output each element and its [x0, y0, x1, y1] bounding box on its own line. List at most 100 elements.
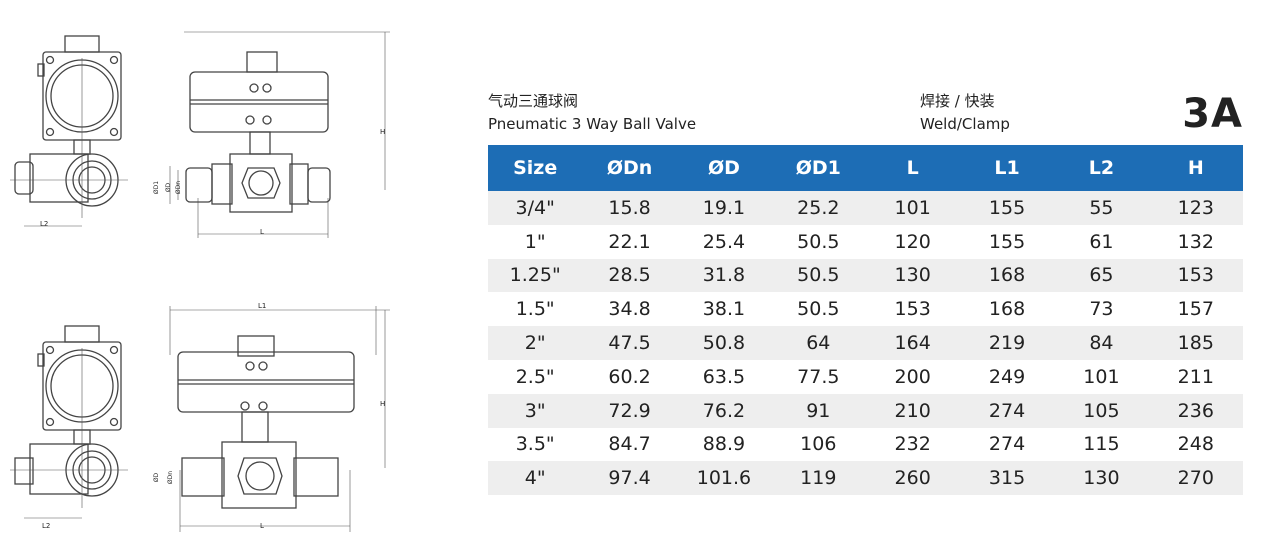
table-cell: 73 — [1054, 292, 1149, 327]
column-header: ØD1 — [771, 145, 866, 191]
table-cell: 50.5 — [771, 258, 866, 293]
table-cell: 77.5 — [771, 359, 866, 394]
table-cell: 64 — [771, 326, 866, 360]
table-header: Size ØDn ØD ØD1 L L1 L2 H — [488, 145, 1243, 191]
connection-type-chinese: 焊接 / 快装 — [920, 92, 995, 110]
table-cell: 25.4 — [676, 224, 772, 259]
table-cell: 50.5 — [771, 292, 866, 327]
table-cell: 1" — [488, 224, 583, 259]
table-cell: 270 — [1148, 461, 1243, 496]
table-cell: 185 — [1148, 326, 1243, 360]
product-title-english: Pneumatic 3 Way Ball Valve — [488, 115, 697, 133]
table-cell: 60.2 — [582, 359, 677, 394]
table-cell: 248 — [1148, 427, 1243, 462]
table-cell: 249 — [959, 359, 1055, 394]
product-title-chinese: 气动三通球阀 — [488, 92, 579, 110]
top-d1-label: ØD1 — [153, 180, 161, 195]
table-cell: 15.8 — [582, 191, 677, 225]
table-cell: 3.5" — [488, 427, 583, 462]
bottom-front-view-drawing — [169, 306, 390, 532]
table-row: 3/4" 15.8 19.1 25.2 101 155 55 123 — [488, 191, 1243, 225]
table-cell: 2.5" — [488, 359, 583, 394]
table-cell: 123 — [1148, 191, 1243, 225]
technical-drawings: L2 H L ØD1 ØD — [0, 0, 470, 552]
table-row: 1" 22.1 25.4 50.5 120 155 61 132 — [488, 224, 1243, 259]
table-cell: 120 — [865, 224, 960, 259]
table-cell: 260 — [865, 461, 960, 496]
model-code: 3A — [1182, 91, 1243, 137]
column-header: H — [1148, 145, 1243, 191]
table-cell: 25.2 — [771, 191, 866, 225]
table-cell: 210 — [865, 393, 960, 428]
table-cell: 101 — [1054, 359, 1149, 394]
table-cell: 168 — [959, 292, 1055, 327]
top-h-label: H — [380, 128, 386, 136]
bottom-dn-label: ØDn — [167, 470, 175, 485]
top-front-view-drawing — [169, 31, 390, 238]
table-cell: 84.7 — [582, 427, 677, 462]
table-cell: 1.5" — [488, 292, 583, 327]
table-cell: 157 — [1148, 292, 1243, 327]
table-cell: 76.2 — [676, 393, 772, 428]
table-cell: 200 — [865, 359, 960, 394]
table-row: 1.5" 34.8 38.1 50.5 153 168 73 157 — [488, 292, 1243, 327]
table-cell: 4" — [488, 461, 583, 496]
table-cell: 55 — [1054, 191, 1149, 225]
table-body: 3/4" 15.8 19.1 25.2 101 155 55 123 1" 22.1 25.4 50.… — [488, 191, 1243, 496]
table-cell: 65 — [1054, 258, 1149, 293]
bottom-l1-label: L1 — [258, 302, 267, 310]
table-cell: 34.8 — [582, 292, 677, 327]
table-cell: 101.6 — [676, 461, 772, 496]
table-cell: 3" — [488, 393, 583, 428]
bottom-side-view-drawing — [10, 325, 128, 519]
table-cell: 232 — [865, 427, 960, 462]
table-row: 1.25" 28.5 31.8 50.5 130 168 65 153 — [488, 258, 1243, 293]
table-cell: 1.25" — [488, 258, 583, 293]
table-cell: 168 — [959, 258, 1055, 293]
table-cell: 130 — [1054, 461, 1149, 496]
top-side-view-drawing — [10, 35, 128, 227]
table-cell: 132 — [1148, 224, 1243, 259]
table-header-row: Size ØDn ØD ØD1 L L1 L2 H — [488, 145, 1243, 191]
bottom-d-label: ØD — [153, 472, 161, 483]
bottom-l2-label: L2 — [42, 522, 51, 530]
dimension-table: Size ØDn ØD ØD1 L L1 L2 H 3/4" 15.8 19.1 25.2 101 15… — [488, 145, 1243, 496]
table-cell: 72.9 — [582, 393, 677, 428]
column-header: L2 — [1054, 145, 1149, 191]
bottom-h-label: H — [380, 400, 386, 408]
table-cell: 61 — [1054, 224, 1149, 259]
table-cell: 211 — [1148, 359, 1243, 394]
table-cell: 28.5 — [582, 258, 677, 293]
column-header: Size — [488, 145, 583, 191]
table-cell: 50.5 — [771, 224, 866, 259]
column-header: L1 — [959, 145, 1055, 191]
table-cell: 274 — [959, 427, 1055, 462]
top-l-label: L — [260, 228, 264, 236]
table-cell: 91 — [771, 393, 866, 428]
table-cell: 119 — [771, 461, 866, 496]
table-row: 3.5" 84.7 88.9 106 232 274 115 248 — [488, 427, 1243, 462]
column-header: ØDn — [582, 145, 677, 191]
table-cell: 3/4" — [488, 191, 583, 225]
table-cell: 84 — [1054, 326, 1149, 360]
table-cell: 236 — [1148, 393, 1243, 428]
column-header: L — [865, 145, 960, 191]
table-cell: 164 — [865, 326, 960, 360]
table-cell: 153 — [1148, 258, 1243, 293]
table-row: 3" 72.9 76.2 91 210 274 105 236 — [488, 393, 1243, 428]
table-cell: 2" — [488, 326, 583, 360]
table-cell: 38.1 — [676, 292, 772, 327]
table-cell: 47.5 — [582, 326, 677, 360]
bottom-l-label: L — [260, 522, 264, 530]
top-dn-label: ØDn — [175, 180, 183, 195]
top-d-label: ØD — [165, 182, 173, 193]
connection-type-english: Weld/Clamp — [920, 115, 1010, 133]
table-cell: 63.5 — [676, 359, 772, 394]
table-row: 2" 47.5 50.8 64 164 219 84 185 — [488, 326, 1243, 360]
table-cell: 130 — [865, 258, 960, 293]
table-cell: 219 — [959, 326, 1055, 360]
table-cell: 155 — [959, 191, 1055, 225]
column-header: ØD — [676, 145, 772, 191]
table-row: 4" 97.4 101.6 119 260 315 130 270 — [488, 461, 1243, 496]
top-l2-label: L2 — [40, 220, 49, 228]
